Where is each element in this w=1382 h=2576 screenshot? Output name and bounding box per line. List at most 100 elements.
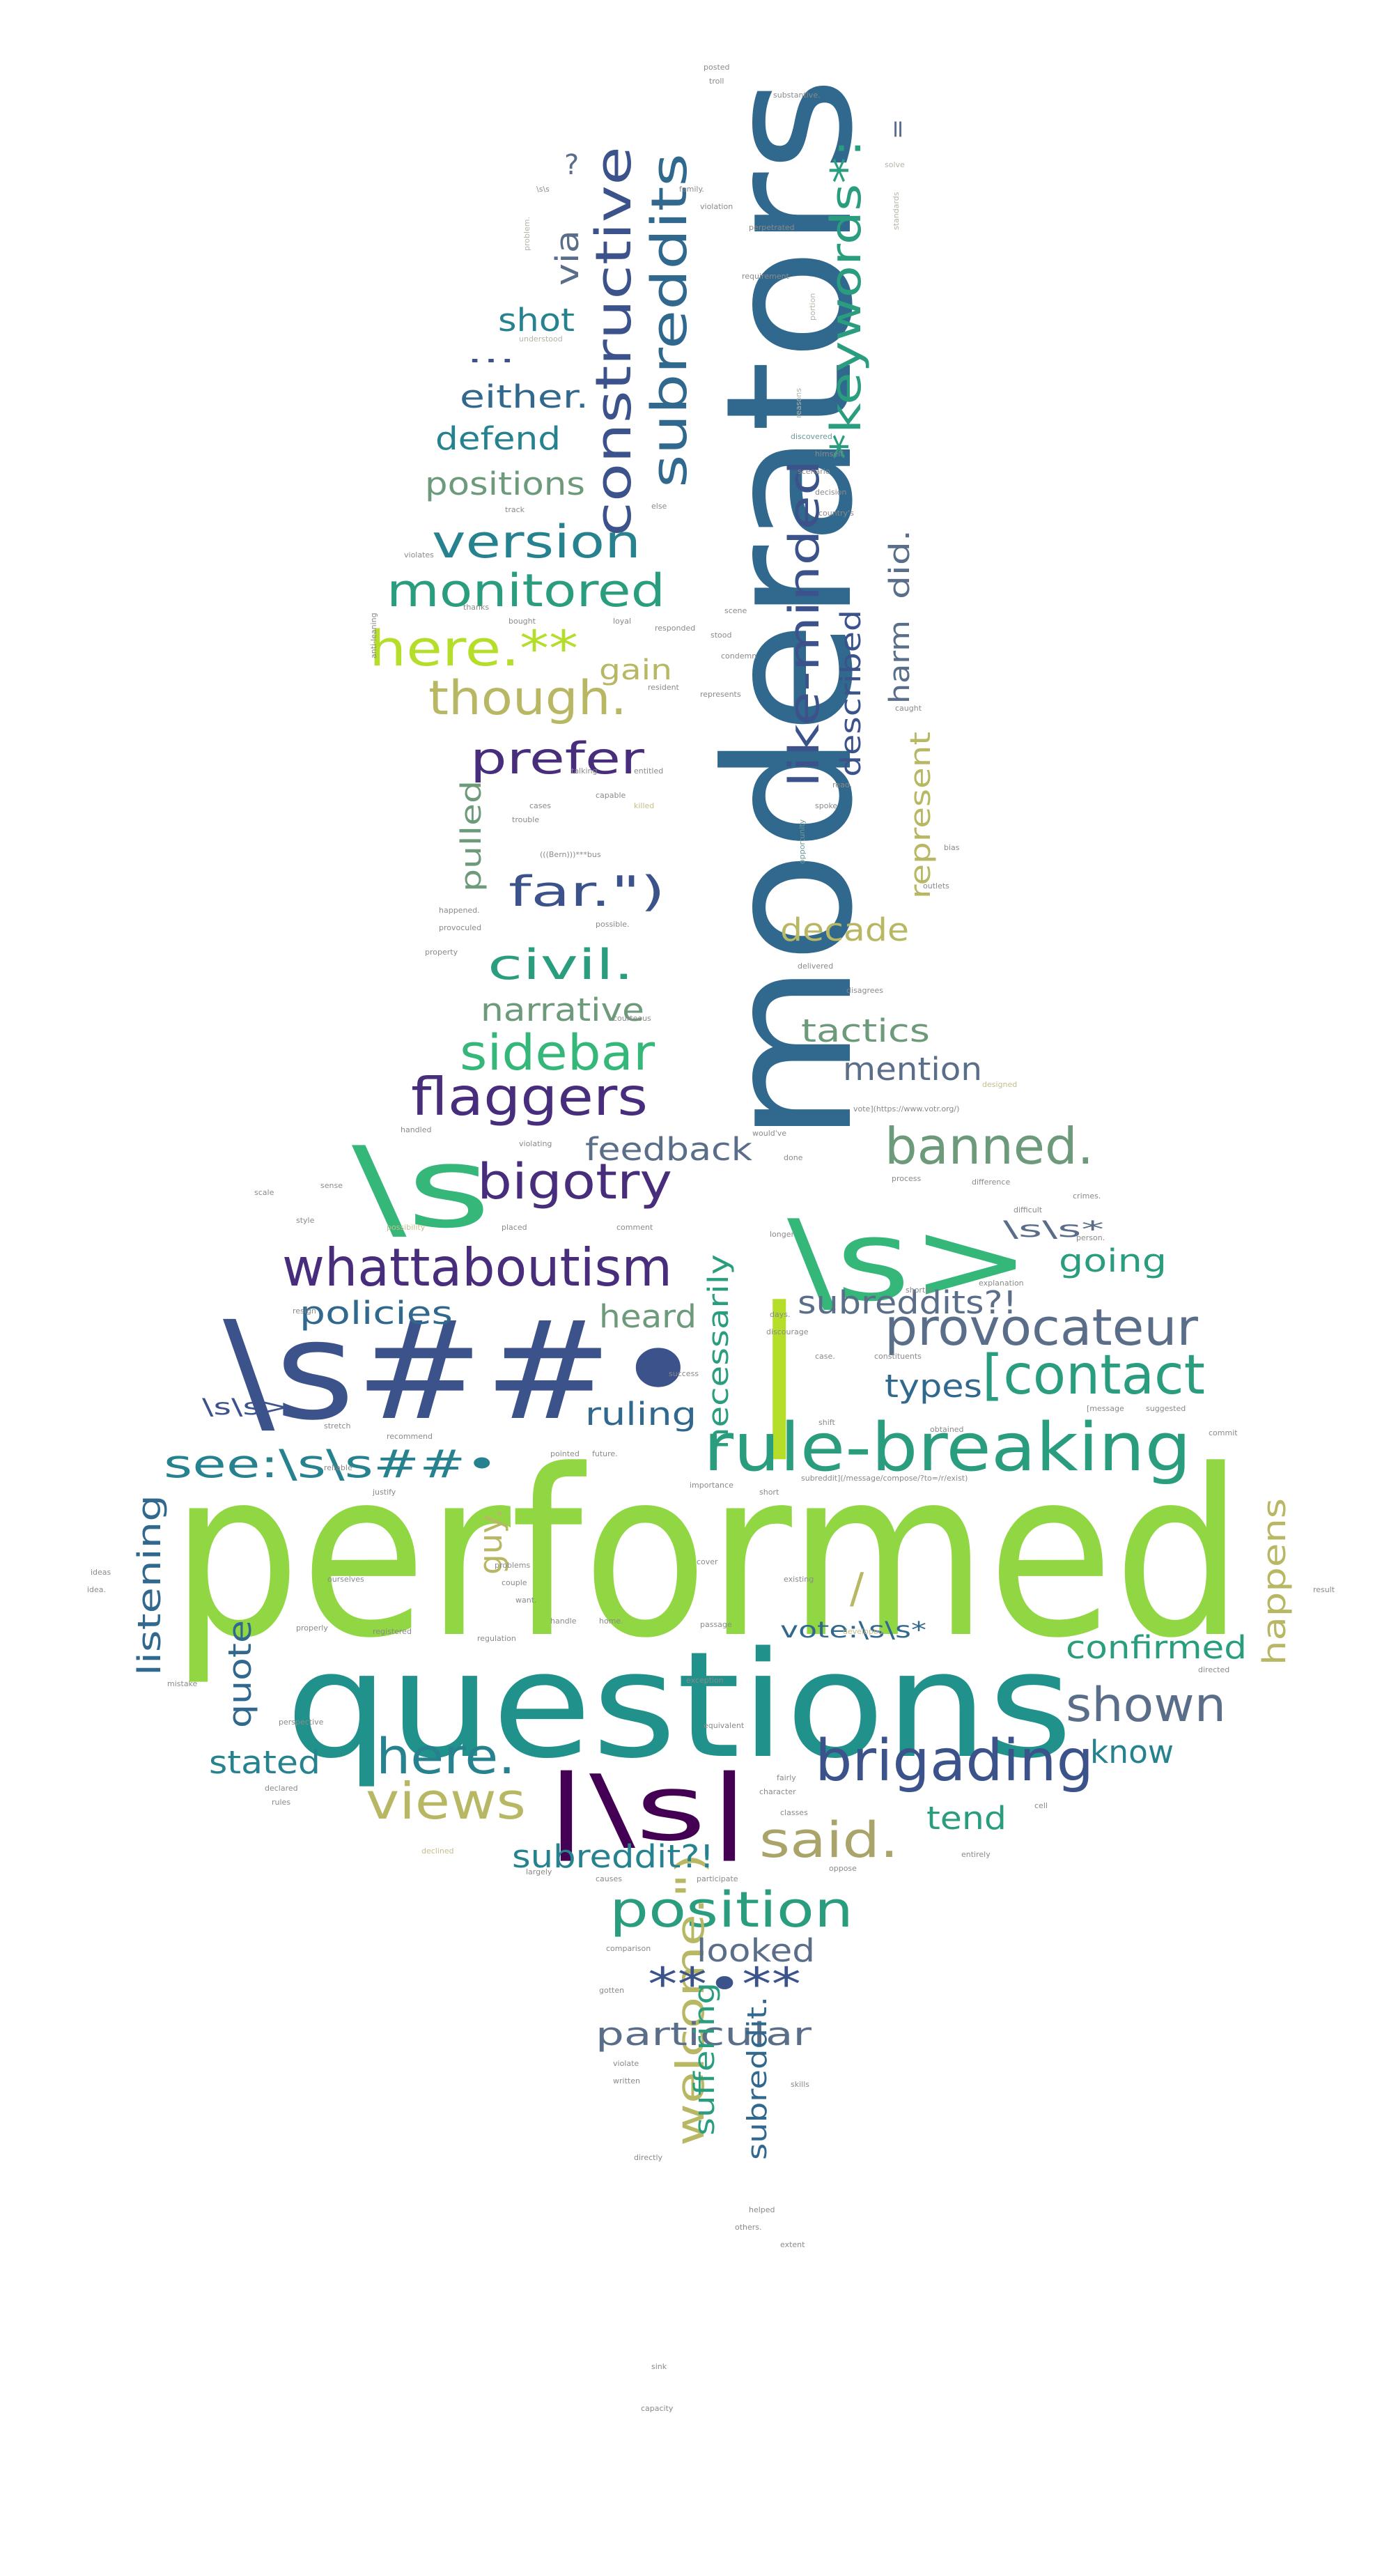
word-harm: harm (884, 620, 916, 704)
word-loyal: loyal (613, 617, 631, 626)
word-confirmed: confirmed (1066, 1629, 1247, 1666)
word-s: \s##• (223, 1292, 704, 1450)
word-tactics: tactics (801, 1012, 930, 1049)
word-suggested: suggested (1146, 1404, 1186, 1413)
word-sense: sense (320, 1181, 343, 1190)
word-ideas: ideas (91, 1568, 111, 1577)
word-provocateur: provocateur (885, 1298, 1198, 1357)
word-going: going (1059, 1242, 1167, 1279)
word-killed: killed (634, 801, 654, 810)
word-difference: difference (972, 1178, 1010, 1187)
word-s-s: \s\s* (1003, 1216, 1104, 1242)
word-declared: declared (265, 1784, 298, 1793)
word-bern-bus: (((Bern)))***bus (540, 850, 601, 859)
word-discourage: discourage (766, 1327, 809, 1336)
word-s: \s (352, 1123, 491, 1253)
word-equivalent: equivalent (704, 1721, 745, 1730)
word-quote: quote (222, 1620, 258, 1728)
word-particular: particular (596, 2016, 812, 2053)
word-longer: longer (770, 1230, 795, 1239)
word-caught: caught (895, 704, 922, 713)
word-capacity: capacity (641, 2404, 674, 2413)
word-whattaboutism: whattaboutism (282, 1237, 672, 1298)
word-position: position (610, 1881, 853, 1938)
word-via: via (549, 230, 586, 286)
word-subreddits: subreddits (641, 153, 698, 488)
word-questions: questions (286, 1620, 1073, 1791)
word-civil: civil. (488, 941, 634, 989)
word-contact: [contact (982, 1344, 1205, 1407)
word-flaggers: flaggers (411, 1066, 648, 1127)
word-bought: bought (508, 617, 536, 626)
word-stood: stood (711, 631, 732, 640)
word-suffering: suffering (689, 1982, 721, 2136)
word-tend: tend (926, 1800, 1007, 1837)
word-symbol: / (850, 1564, 864, 1613)
word-subreddit-message-compose-to-r-exist: subreddit](/message/compose/?to=/r/exist… (801, 1474, 968, 1483)
word-subreddits: subreddits?! (798, 1284, 1017, 1321)
word-scene: scene (724, 606, 747, 615)
word-represent: represent (905, 732, 937, 899)
word-like-minded: like-minded (780, 460, 829, 787)
word-read: read. (832, 780, 852, 789)
word-obtained: obtained (930, 1425, 964, 1434)
word-feedback: feedback (585, 1131, 752, 1168)
word-positions: positions (425, 465, 585, 502)
word-requirement: requirement (742, 272, 790, 281)
word-capable: capable (596, 791, 626, 800)
word-anti-leaning: anti-leaning (369, 612, 378, 658)
word-outlets: outlets (923, 881, 949, 890)
word-s-s: \s\s (536, 185, 550, 194)
word-would-ve: would've (752, 1129, 786, 1138)
word-symbol: **•** (648, 1959, 801, 2011)
word-gain: gain (599, 654, 672, 686)
word-directed: directed (1198, 1665, 1229, 1674)
word-possibility: possibility (387, 1223, 426, 1232)
word-character: character (759, 1787, 796, 1796)
word-developed: developed (843, 1627, 883, 1636)
word-either: either. (460, 378, 589, 415)
word-s: \s> (787, 1196, 1031, 1326)
word-vote-s-s: vote:\s\s* (780, 1617, 926, 1643)
word-symbol: ... (467, 337, 515, 369)
word-bigotry: bigotry (477, 1153, 672, 1210)
word-thanks: thanks (463, 603, 489, 612)
word-entirely: entirely (961, 1850, 991, 1859)
word-gotten: gotten (599, 1986, 624, 1995)
word-ruling: ruling (585, 1396, 697, 1433)
word-resign: resign (293, 1306, 316, 1316)
word-commit: commit (1209, 1428, 1238, 1437)
word-constructive: constructive (585, 146, 642, 537)
word-understood: understood (519, 334, 563, 344)
word-idea: idea. (87, 1585, 106, 1594)
word-described: described (835, 610, 867, 777)
word-property: property (425, 948, 458, 957)
word-decision: decision (815, 488, 846, 497)
word-regulation: regulation (477, 1634, 516, 1643)
word-scenario: scenario (798, 467, 830, 476)
word-vote-https-www-votr-org: vote](https://www.votr.org/) (853, 1104, 959, 1113)
word-reliable: reliable (324, 1463, 352, 1472)
word-symbol: | (752, 1274, 807, 1460)
word-policies: policies (300, 1295, 453, 1332)
word-courteous: courteous (613, 1014, 651, 1023)
word-guy: guy. (472, 1509, 509, 1575)
word-keywords: *keywords*: (822, 139, 871, 460)
word-looked: looked (697, 1932, 815, 1969)
word-case: case. (815, 1352, 835, 1361)
word-performed: performed (171, 1421, 1243, 1688)
word-portion: portion (808, 293, 817, 321)
word-designed: designed (982, 1080, 1017, 1089)
word-existing: existing (784, 1575, 814, 1584)
word-substantive: substantive. (773, 91, 821, 100)
word-here: here. (376, 1728, 515, 1785)
word-properly: properly (296, 1624, 328, 1633)
word-far: far.") (508, 867, 665, 916)
word-stretch: stretch (324, 1421, 350, 1430)
word-violate: violate (613, 2059, 639, 2068)
word-recommend: recommend (387, 1432, 433, 1441)
word-explanation: explanation (979, 1279, 1024, 1288)
word-trouble: trouble (512, 815, 539, 824)
word-registered: registered (373, 1627, 412, 1636)
